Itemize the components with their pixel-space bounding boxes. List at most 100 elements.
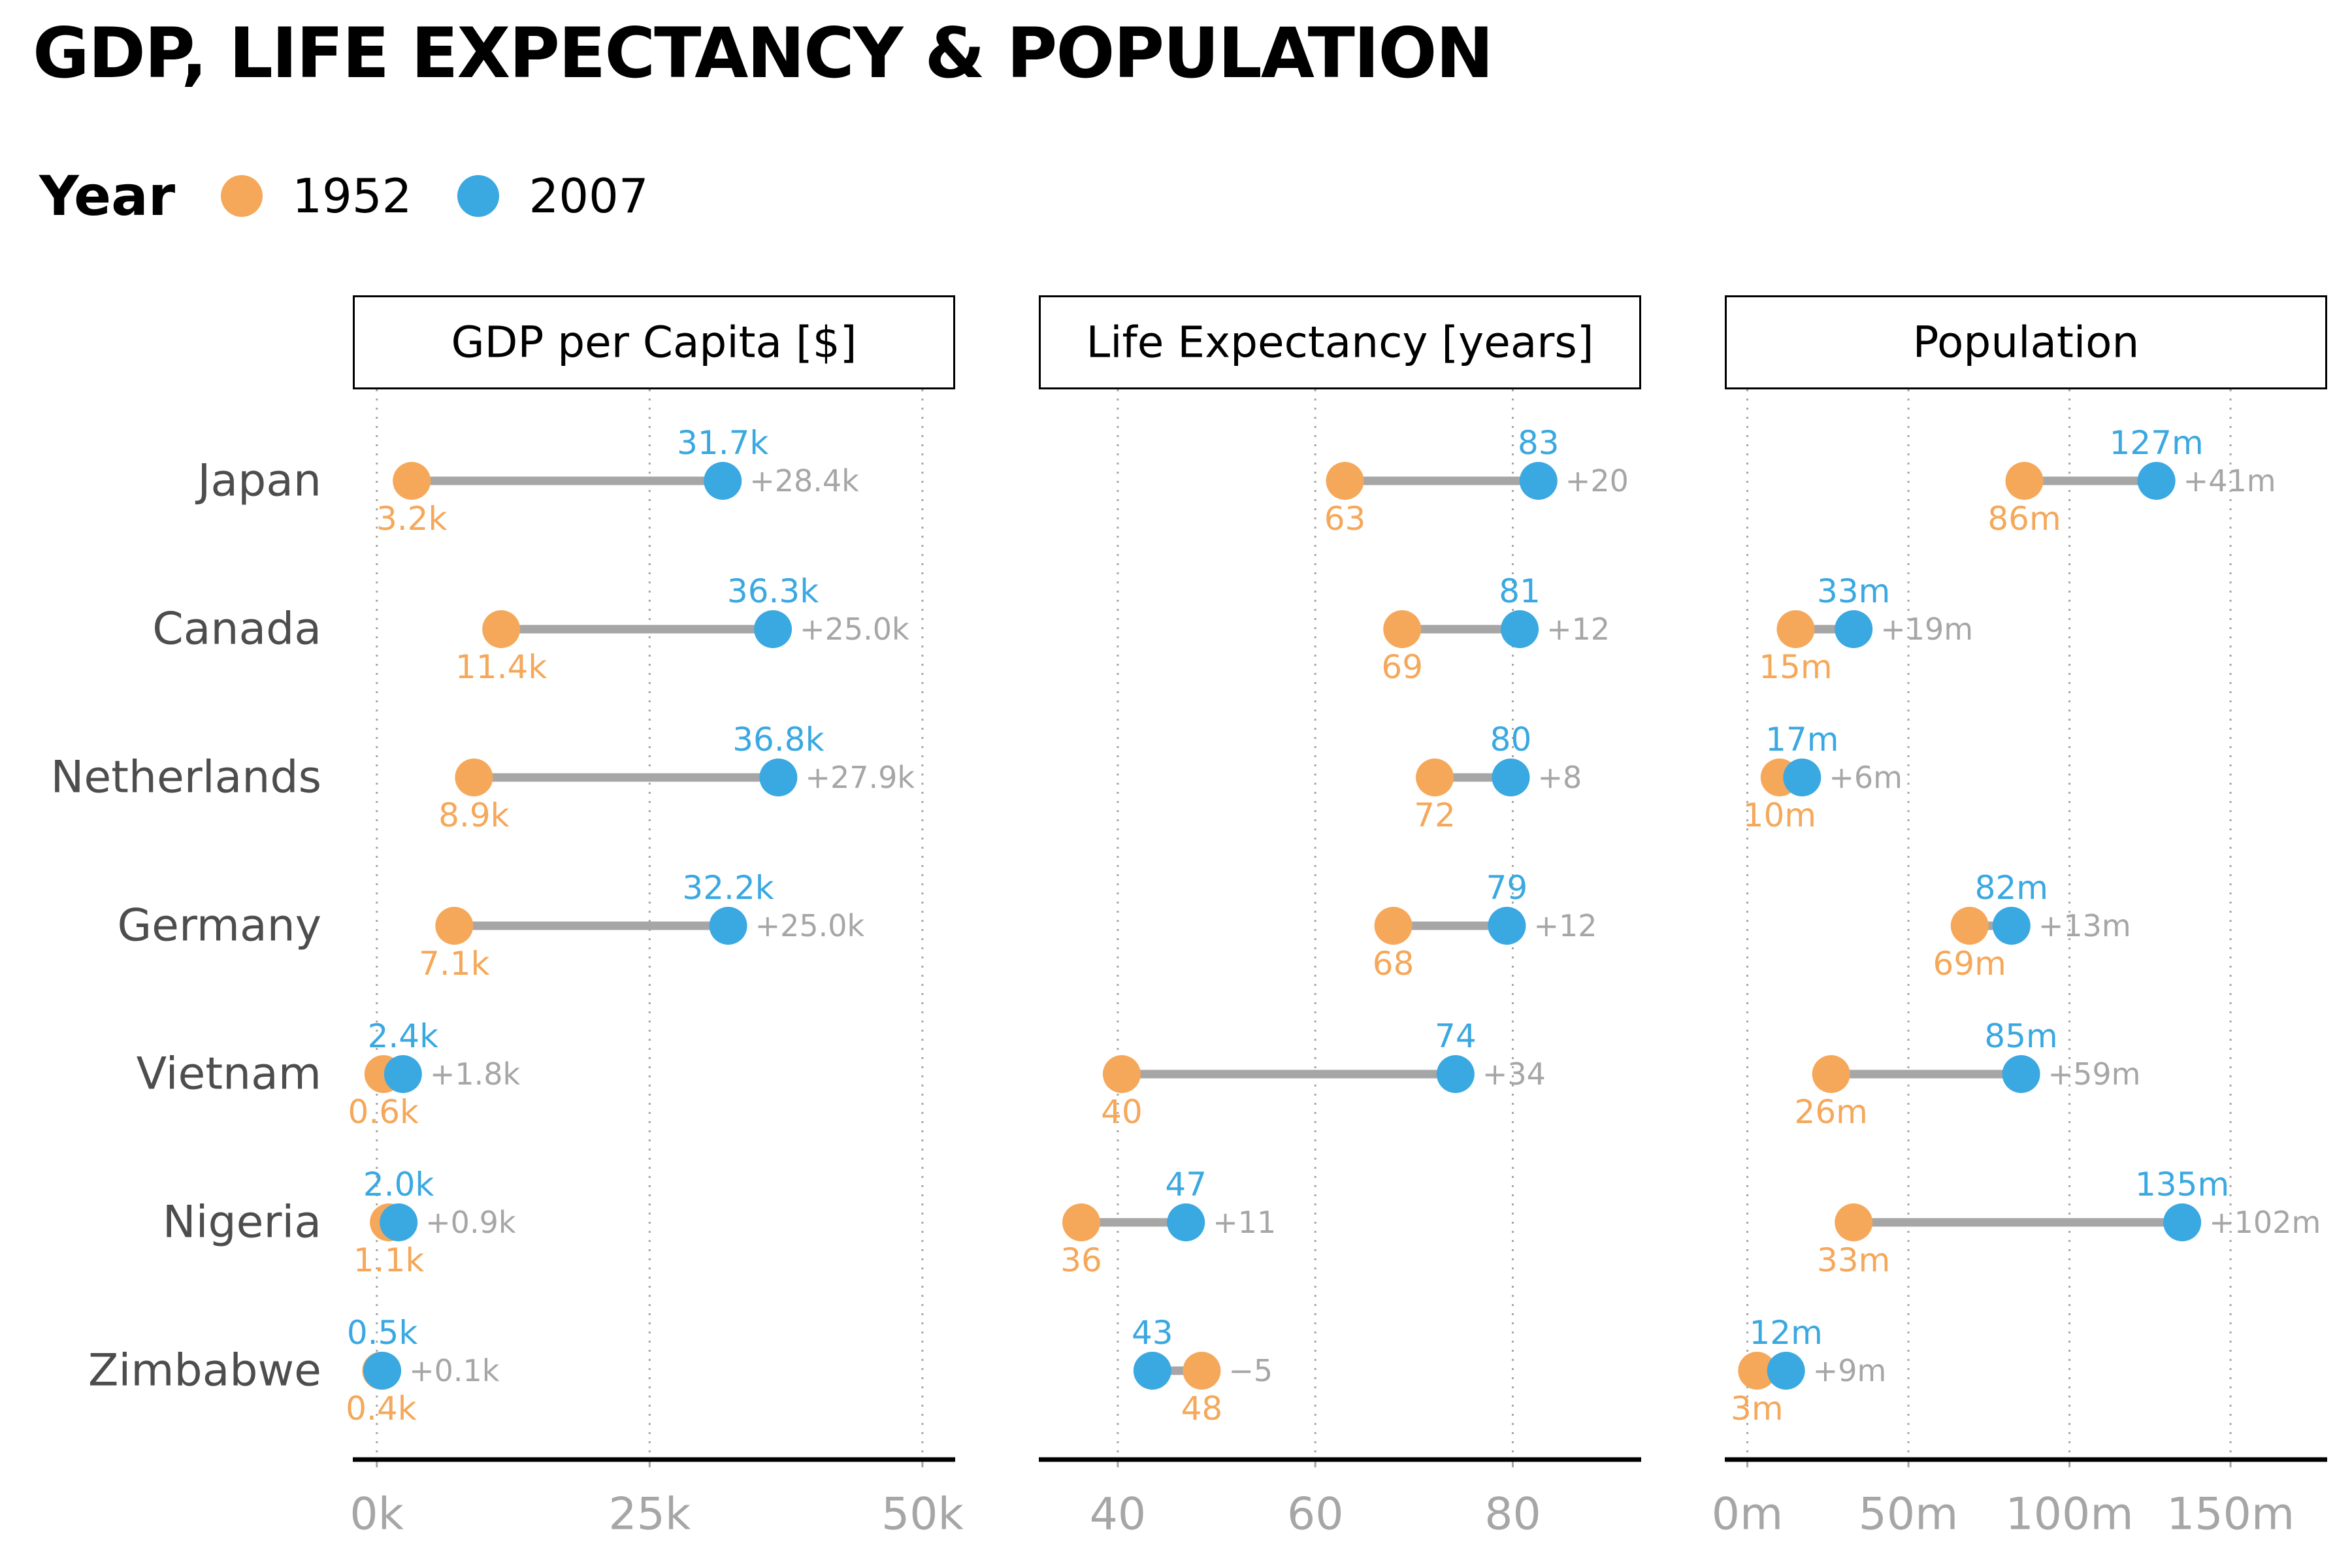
label-1952: 33m [1817, 1241, 1890, 1279]
point-1952 [1835, 1203, 1873, 1241]
legend-dot-2007 [457, 175, 500, 217]
label-1952: 63 [1324, 500, 1366, 538]
diff-label: +13m [2038, 908, 2131, 943]
point-2007 [2137, 462, 2176, 500]
diff-label: +25.0k [800, 612, 909, 647]
label-1952: 26m [1795, 1093, 1868, 1131]
country-label: Nigeria [163, 1197, 321, 1249]
label-1952: 3.2k [376, 500, 448, 538]
label-2007: 83 [1518, 424, 1560, 462]
label-2007: 47 [1165, 1166, 1207, 1203]
label-2007: 0.5k [347, 1314, 418, 1352]
label-1952: 36 [1060, 1241, 1102, 1279]
point-1952 [455, 759, 493, 796]
country-label: Canada [152, 604, 321, 655]
panel-header-box [1725, 295, 2327, 389]
point-2007 [1835, 610, 1873, 648]
label-1952: 3m [1731, 1390, 1784, 1428]
point-2007 [1436, 1055, 1475, 1093]
point-2007 [1783, 759, 1821, 796]
label-1952: 0.4k [346, 1390, 417, 1428]
diff-label: +41m [2183, 463, 2276, 498]
point-1952 [1183, 1352, 1221, 1390]
diff-label: +0.1k [409, 1353, 500, 1388]
point-2007 [2163, 1203, 2202, 1241]
label-1952: 15m [1759, 648, 1832, 686]
label-2007: 17m [1765, 721, 1838, 759]
point-2007 [759, 759, 798, 796]
label-2007: 82m [1975, 869, 2048, 907]
axis-tick-label: 100m [2006, 1489, 2134, 1541]
legend: Year 1952 2007 [39, 163, 694, 229]
label-1952: 8.9k [438, 796, 510, 834]
point-2007 [2002, 1055, 2040, 1093]
axis-tick-label: 0m [1712, 1489, 1784, 1541]
panel-title: GDP per Capita [$] [451, 318, 857, 368]
point-1952 [1062, 1203, 1100, 1241]
point-2007 [1492, 759, 1530, 796]
label-2007: 36.8k [732, 721, 824, 759]
label-1952: 68 [1373, 945, 1414, 983]
country-label: Vietnam [137, 1049, 321, 1100]
point-2007 [384, 1055, 422, 1093]
point-1952 [1812, 1055, 1850, 1093]
legend-dot-1952 [221, 175, 263, 217]
point-2007 [380, 1203, 418, 1241]
label-1952: 40 [1101, 1093, 1143, 1131]
chart-title: GDP, LIFE EXPECTANCY & POPULATION [33, 13, 1494, 93]
point-2007 [363, 1352, 402, 1390]
diff-label: +9m [1813, 1353, 1887, 1388]
label-2007: 33m [1817, 572, 1890, 610]
label-2007: 36.3k [727, 572, 819, 610]
diff-label: +59m [2048, 1056, 2141, 1092]
legend-label-2007: 2007 [529, 169, 649, 223]
label-1952: 10m [1743, 796, 1816, 834]
diff-label: +0.9k [425, 1205, 516, 1240]
axis-tick-label: 150m [2166, 1489, 2295, 1541]
label-1952: 69m [1933, 945, 2006, 983]
point-1952 [1776, 610, 1815, 648]
point-2007 [754, 610, 792, 648]
axis-tick-label: 40 [1090, 1489, 1147, 1541]
country-label: Netherlands [50, 752, 321, 804]
label-1952: 48 [1181, 1390, 1223, 1428]
label-2007: 79 [1486, 869, 1528, 907]
label-2007: 127m [2110, 424, 2204, 462]
diff-label: +8 [1537, 760, 1582, 795]
point-2007 [1501, 610, 1539, 648]
diff-label: +6m [1829, 760, 1903, 795]
label-2007: 80 [1490, 721, 1532, 759]
point-2007 [1488, 907, 1526, 945]
point-1952 [1738, 1352, 1776, 1390]
point-1952 [1102, 1055, 1141, 1093]
label-1952: 7.1k [419, 945, 490, 983]
legend-label-1952: 1952 [292, 169, 412, 223]
axis-tick-label: 80 [1484, 1489, 1541, 1541]
diff-label: +25.0k [755, 908, 865, 943]
diff-label: +102m [2209, 1205, 2321, 1240]
diff-label: +34 [1482, 1056, 1546, 1092]
diff-label: +19m [1880, 612, 1973, 647]
point-2007 [1992, 907, 2031, 945]
label-2007: 2.4k [368, 1017, 439, 1055]
point-1952 [1374, 907, 1413, 945]
diff-label: +1.8k [430, 1056, 521, 1092]
panel-title: Life Expectancy [years] [1086, 318, 1593, 368]
label-1952: 11.4k [455, 648, 547, 686]
label-2007: 81 [1499, 572, 1541, 610]
point-2007 [1167, 1203, 1205, 1241]
panel-header-box [353, 295, 955, 389]
axis-tick-label: 0k [350, 1489, 404, 1541]
point-1952 [435, 907, 474, 945]
label-2007: 31.7k [677, 424, 768, 462]
axis-tick-label: 50k [881, 1489, 964, 1541]
diff-label: +11 [1213, 1205, 1276, 1240]
point-1952 [393, 462, 431, 500]
label-2007: 32.2k [682, 869, 774, 907]
diff-label: +20 [1565, 463, 1629, 498]
point-2007 [1133, 1352, 1171, 1390]
legend-title: Year [39, 164, 176, 228]
diff-label: +27.9k [805, 760, 915, 795]
axis-tick-label: 60 [1287, 1489, 1344, 1541]
